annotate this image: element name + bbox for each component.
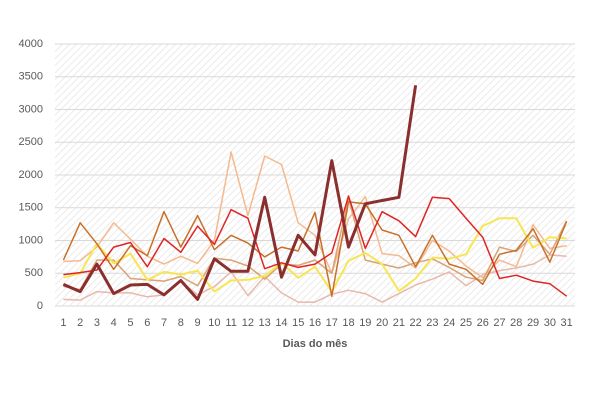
- x-tick-label: 10: [208, 317, 220, 329]
- x-tick-label: 3: [94, 317, 100, 329]
- x-tick-label: 12: [242, 317, 254, 329]
- x-tick-label: 8: [178, 317, 184, 329]
- x-tick-label: 5: [127, 317, 133, 329]
- x-tick-label: 20: [376, 317, 388, 329]
- series-line: [62, 85, 418, 301]
- series-line: [63, 254, 567, 303]
- x-tick-label: 21: [393, 317, 405, 329]
- x-tick-label: 16: [309, 317, 321, 329]
- y-tick-label: 1500: [19, 202, 43, 214]
- y-tick-label: 2500: [19, 136, 43, 148]
- y-tick-label: 0: [37, 300, 43, 312]
- y-tick-label: 2000: [19, 169, 43, 181]
- y-tick-label: 4000: [19, 38, 43, 50]
- x-tick-label: 4: [111, 317, 117, 329]
- x-tick-label: 18: [342, 317, 354, 329]
- x-tick-label: 15: [292, 317, 304, 329]
- x-tick-label: 29: [527, 317, 539, 329]
- y-tick-label: 500: [25, 267, 43, 279]
- y-tick-label: 3000: [19, 103, 43, 115]
- x-tick-label: 6: [144, 317, 150, 329]
- x-tick-label: 30: [544, 317, 556, 329]
- series-line: [62, 201, 568, 297]
- x-tick-label: 19: [359, 317, 371, 329]
- x-tick-label: 2: [77, 317, 83, 329]
- series-line: [63, 195, 568, 297]
- x-axis-label: Dias do mês: [283, 338, 348, 350]
- x-tick-label: 31: [560, 317, 572, 329]
- y-tick-label: 3500: [19, 71, 43, 83]
- x-tick-label: 11: [225, 317, 236, 329]
- x-tick-label: 17: [326, 317, 338, 329]
- x-tick-label: 28: [510, 317, 522, 329]
- x-tick-label: 25: [460, 317, 472, 329]
- series-line: [63, 217, 567, 293]
- x-tick-label: 9: [195, 317, 201, 329]
- x-tick-label: 23: [426, 317, 438, 329]
- x-tick-label: 27: [493, 317, 505, 329]
- y-tick-label: 1000: [19, 234, 43, 246]
- x-tick-label: 24: [443, 317, 455, 329]
- x-tick-label: 13: [259, 317, 271, 329]
- x-tick-label: 7: [161, 317, 167, 329]
- x-tick-label: 14: [275, 317, 287, 329]
- x-tick-label: 22: [410, 317, 422, 329]
- x-tick-label: 26: [477, 317, 489, 329]
- x-tick-label: 1: [60, 317, 66, 329]
